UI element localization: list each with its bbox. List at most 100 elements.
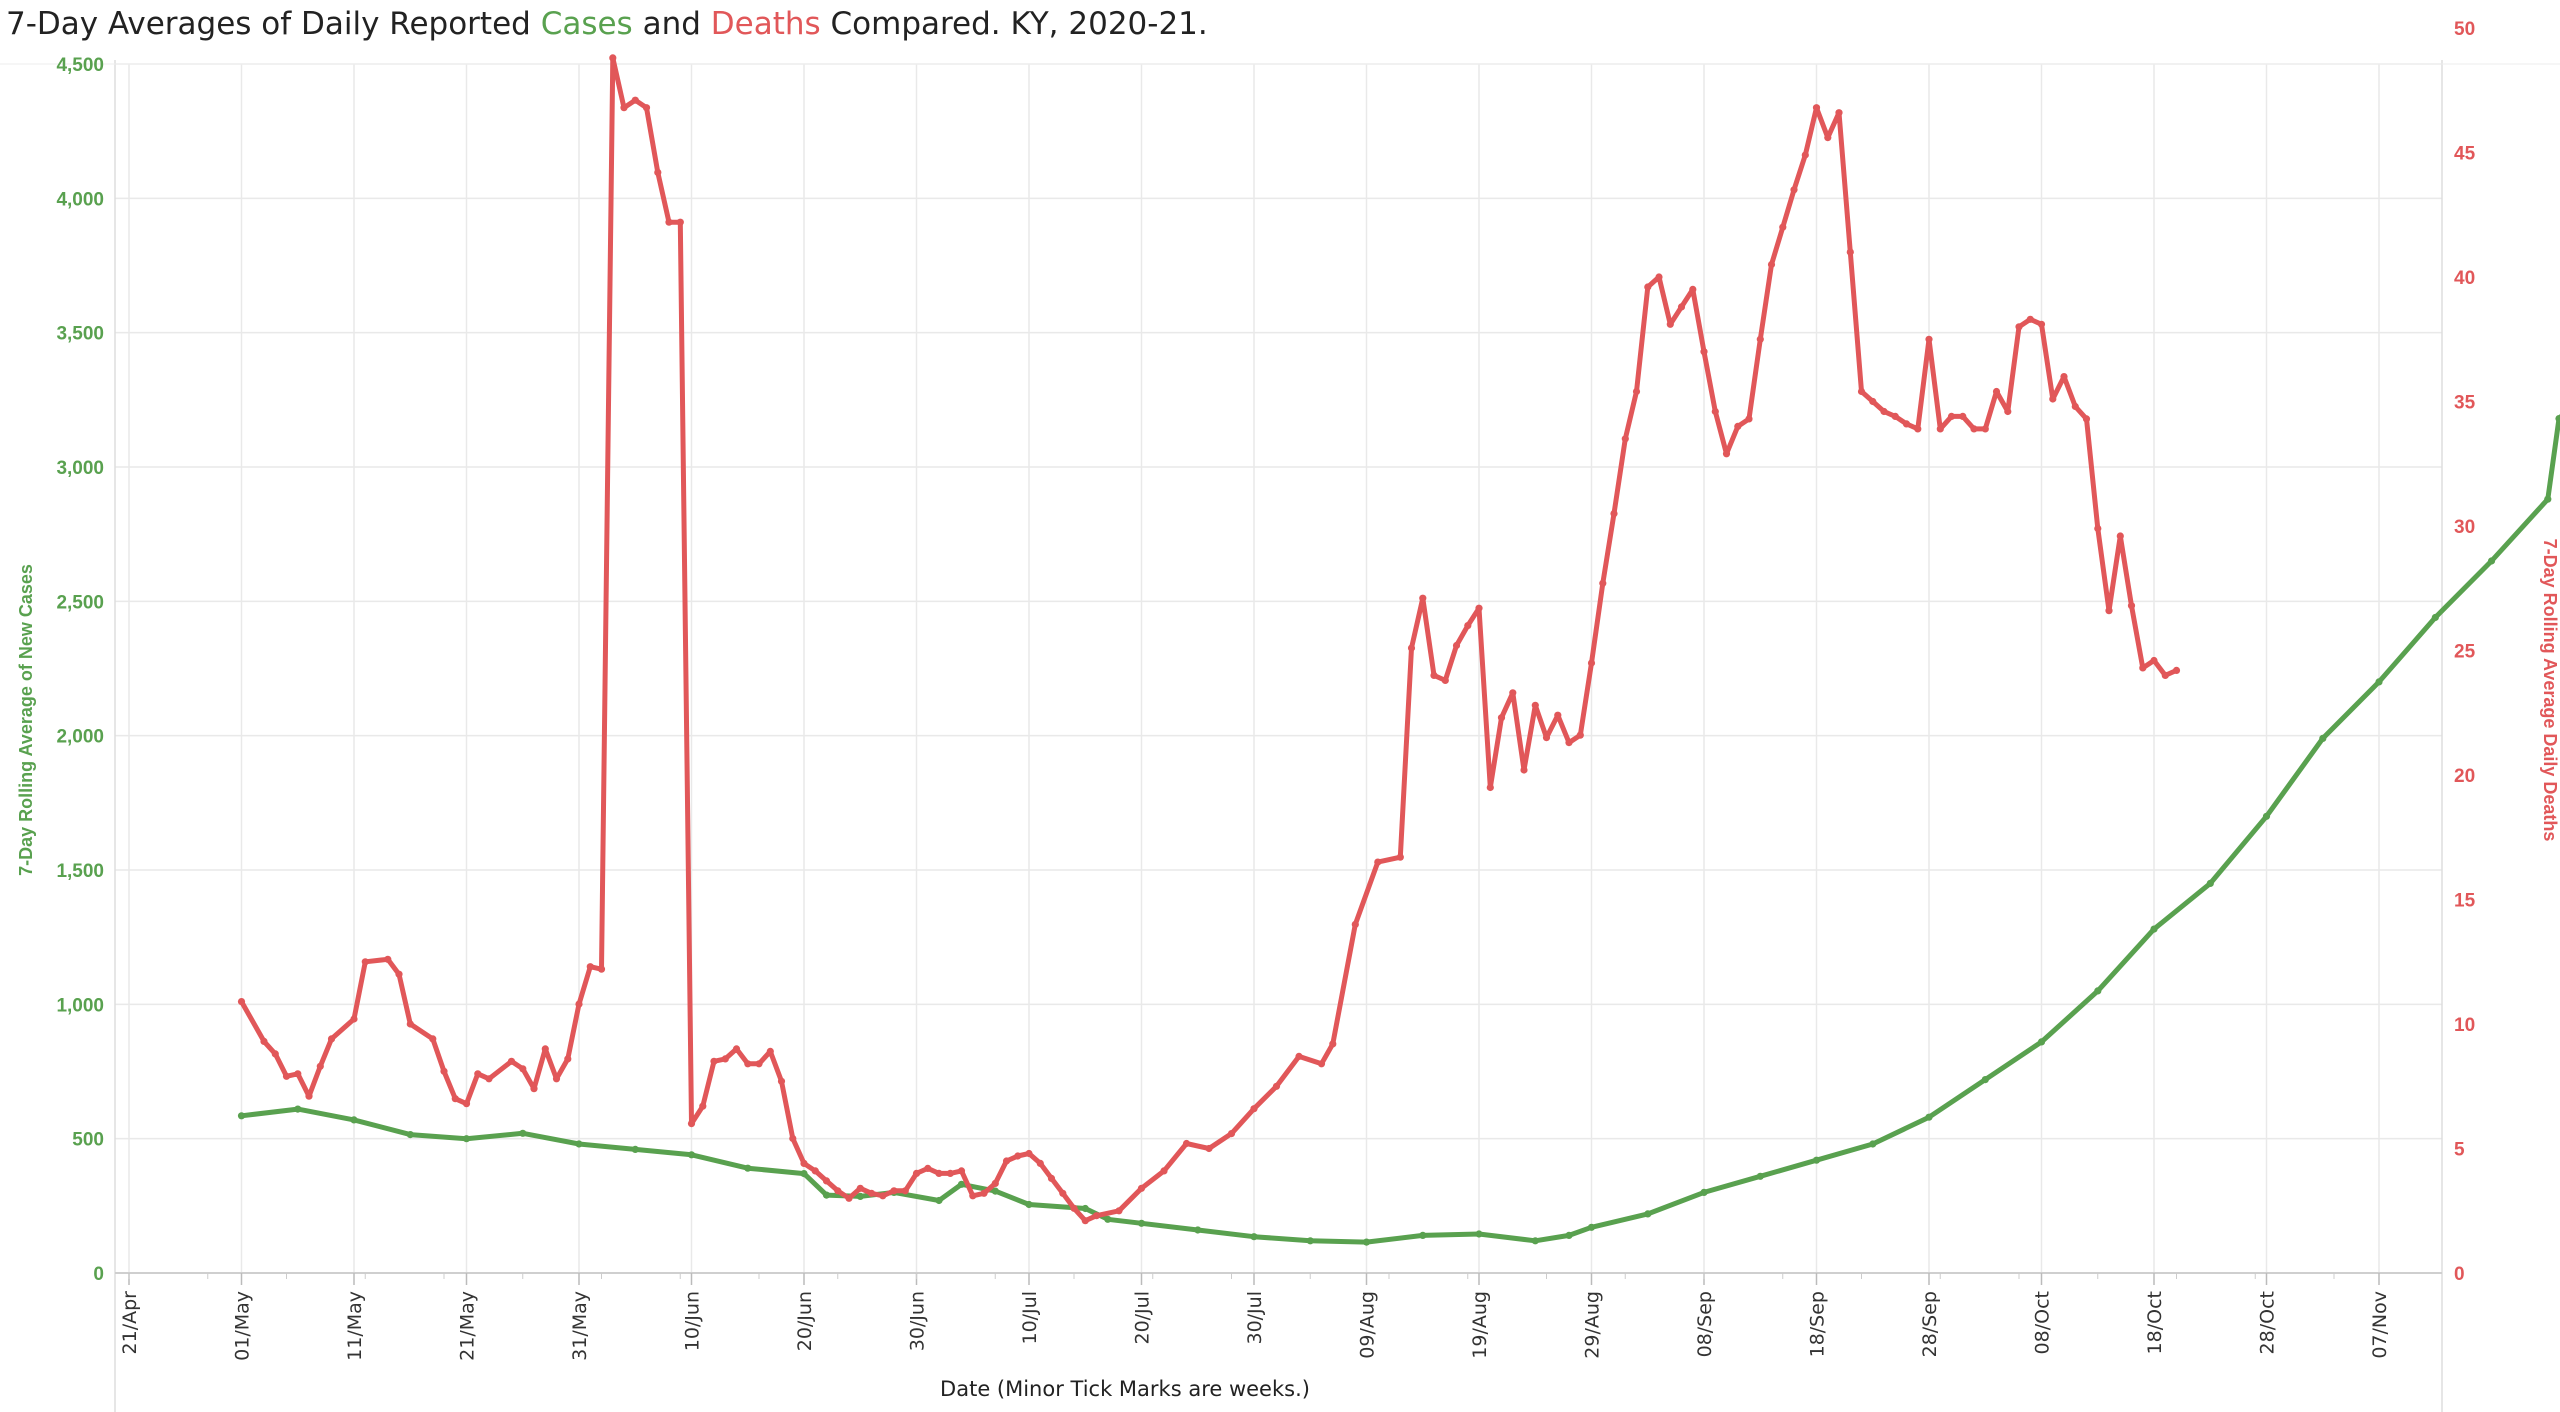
deaths-point: [1599, 579, 1607, 587]
deaths-point: [1891, 412, 1899, 420]
deaths-point: [1745, 415, 1753, 423]
y-axis-left-label: 7-Day Rolling Average of New Cases: [16, 564, 36, 876]
deaths-point: [912, 1169, 921, 1177]
x-tick-label: 29/Aug: [1582, 1291, 1604, 1359]
cases-line: [239, 414, 2560, 1245]
x-axis-label: Date (Minor Tick Marks are weeks.): [940, 1377, 1310, 1401]
deaths-point: [485, 1075, 493, 1083]
deaths-point: [1205, 1144, 1213, 1153]
deaths-point: [1756, 335, 1764, 343]
cases-point: [1419, 1231, 1427, 1239]
deaths-point: [260, 1037, 268, 1045]
y-left-tick-label: 1,500: [56, 861, 104, 882]
deaths-point: [1115, 1207, 1123, 1215]
deaths-point: [1047, 1174, 1056, 1182]
cases-point: [406, 1131, 414, 1139]
deaths-point: [361, 958, 369, 966]
cases-point: [1531, 1237, 1539, 1245]
deaths-point: [609, 54, 617, 62]
x-tick-label: 31/May: [569, 1291, 591, 1361]
deaths-point: [1925, 335, 1933, 343]
cases-point: [1362, 1238, 1371, 1246]
deaths-point: [1565, 739, 1573, 747]
x-tick-label: 20/Jul: [1132, 1291, 1154, 1345]
deaths-point: [2060, 373, 2068, 381]
deaths-point: [1644, 283, 1652, 291]
deaths-point: [597, 965, 606, 973]
x-tick-label: 10/Jul: [1019, 1291, 1041, 1345]
y-right-tick-label: 15: [2454, 891, 2476, 912]
deaths-point: [1059, 1189, 1067, 1197]
deaths-point: [1801, 151, 1809, 159]
deaths-point: [845, 1194, 853, 1202]
x-tick-label: 10/Jun: [682, 1291, 704, 1351]
deaths-point: [1160, 1167, 1168, 1175]
y-right-tick-label: 25: [2454, 642, 2476, 663]
y-right-tick-label: 0: [2454, 1264, 2465, 1285]
title-cases-word: Cases: [540, 6, 633, 42]
deaths-point: [1981, 425, 1989, 433]
deaths-point: [1092, 1212, 1101, 1220]
deaths-point: [1947, 412, 1956, 420]
deaths-point: [1509, 689, 1517, 697]
cases-point: [2037, 1038, 2046, 1046]
cases-point: [1925, 1113, 1933, 1121]
title-middle: and: [632, 6, 711, 42]
x-tick-label: 19/Aug: [1469, 1291, 1491, 1359]
cases-point: [462, 1135, 471, 1143]
deaths-point: [687, 1120, 696, 1128]
deaths-point: [766, 1047, 774, 1055]
deaths-point: [867, 1189, 876, 1197]
x-tick-label: 21/May: [457, 1291, 479, 1361]
deaths-point: [1779, 223, 1787, 231]
cases-point: [2375, 678, 2383, 686]
deaths-point: [1554, 711, 1562, 719]
deaths-point: [1374, 858, 1382, 866]
deaths-point: [395, 970, 403, 978]
deaths-point: [384, 955, 392, 963]
y-left-tick-label: 2,000: [56, 727, 104, 748]
deaths-point: [271, 1050, 279, 1058]
cases-point: [1081, 1204, 1089, 1213]
deaths-point: [2094, 524, 2102, 533]
deaths-point: [327, 1035, 336, 1043]
deaths-point: [305, 1092, 313, 1100]
cases-point: [1756, 1172, 1764, 1180]
deaths-point: [282, 1072, 291, 1080]
deaths-point: [1655, 273, 1663, 281]
deaths-point: [699, 1102, 707, 1110]
axes-layer: 05001,0001,5002,0002,5003,0003,5004,0004…: [0, 19, 2560, 1412]
cases-point: [2319, 734, 2327, 743]
deaths-point: [2127, 602, 2136, 610]
deaths-point: [2116, 532, 2124, 540]
title-deaths-word: Deaths: [710, 6, 821, 42]
x-tick-label: 28/Sep: [1919, 1291, 1941, 1357]
deaths-point: [744, 1060, 752, 1068]
deaths-point: [890, 1187, 898, 1195]
deaths-point: [2161, 671, 2169, 680]
deaths-point: [856, 1184, 864, 1192]
deaths-point: [620, 104, 628, 112]
deaths-point: [2037, 320, 2046, 328]
y-right-tick-label: 30: [2454, 517, 2475, 538]
x-tick-label: 21/Apr: [119, 1291, 141, 1355]
deaths-point: [1295, 1052, 1303, 1060]
cases-point: [1250, 1233, 1258, 1241]
grid-layer: [115, 63, 2442, 1273]
deaths-point: [710, 1057, 718, 1065]
deaths-point: [991, 1179, 999, 1187]
deaths-point: [1070, 1204, 1078, 1212]
deaths-point: [901, 1187, 909, 1195]
x-tick-label: 30/Jun: [907, 1291, 929, 1351]
deaths-point: [642, 104, 651, 112]
cases-point: [519, 1129, 527, 1137]
deaths-point: [2049, 395, 2057, 403]
deaths-point: [1666, 320, 1674, 328]
deaths-point: [2150, 656, 2158, 665]
y-left-tick-label: 3,500: [56, 324, 104, 345]
deaths-series: [237, 54, 2181, 1225]
y-right-tick-label: 35: [2454, 393, 2476, 414]
deaths-point: [777, 1077, 786, 1085]
deaths-point: [1464, 622, 1472, 630]
x-tick-label: 18/Sep: [1807, 1291, 1829, 1357]
